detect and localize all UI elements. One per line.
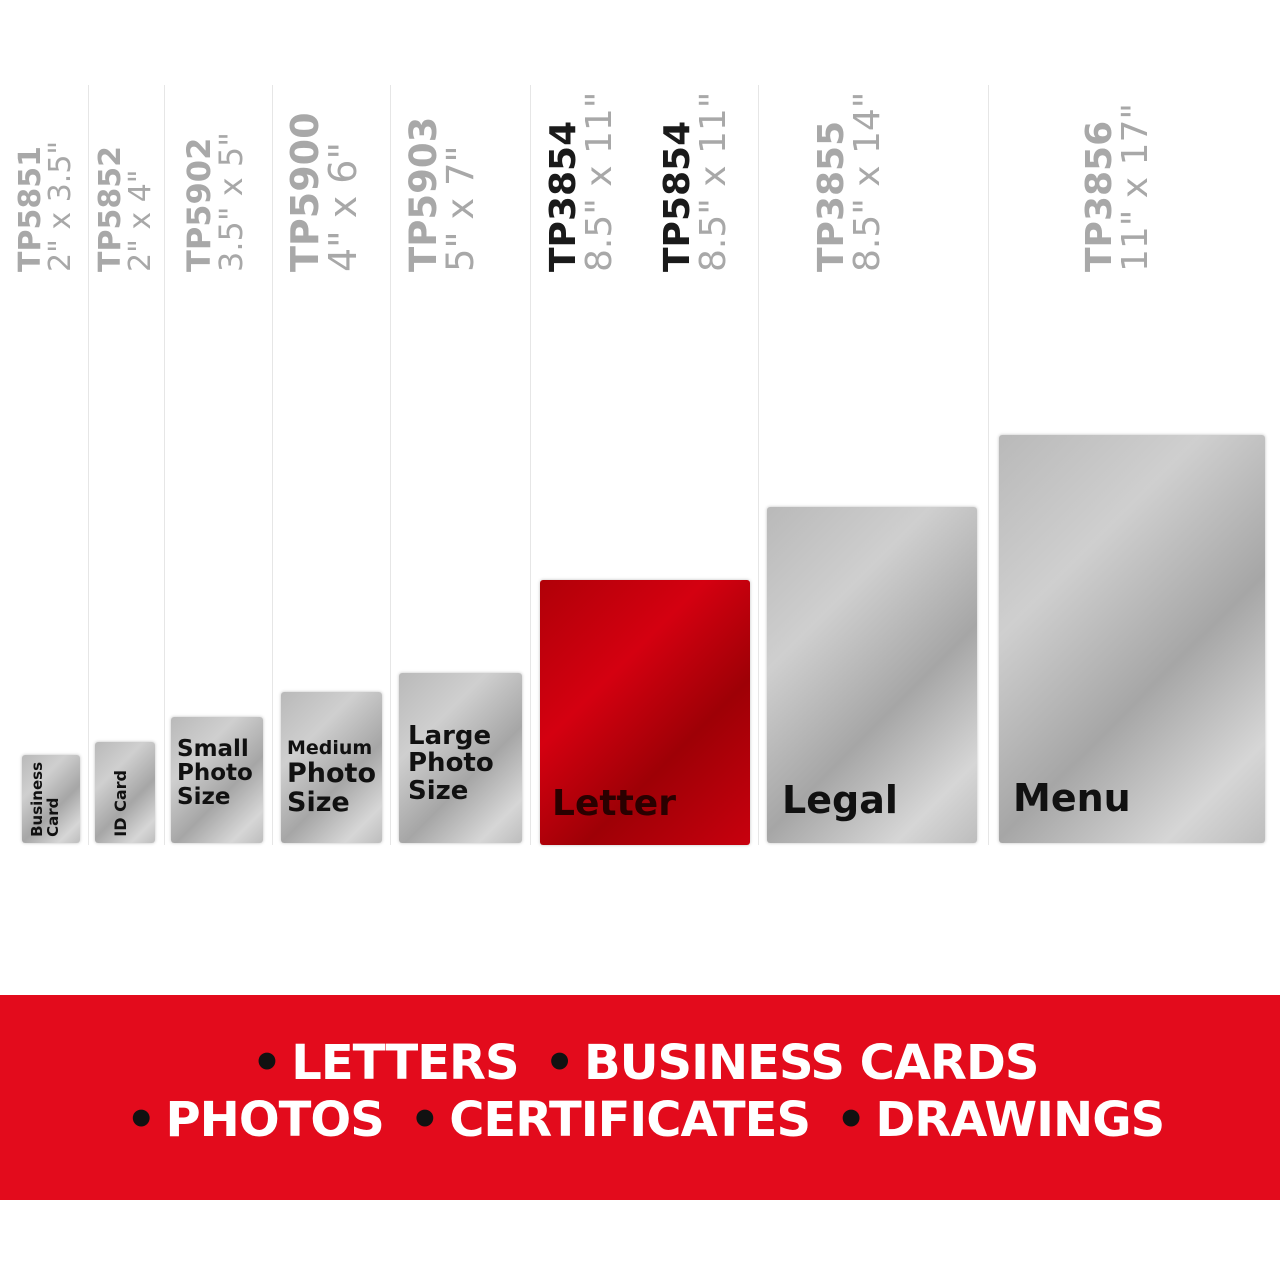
- pouch-size: 3.5" x 5": [212, 132, 250, 272]
- banner-item: PHOTOS: [165, 1092, 385, 1148]
- model-number: TP5903: [402, 116, 445, 272]
- pouch-size: 8.5" x 11": [579, 91, 620, 272]
- divider: [164, 85, 165, 845]
- pouch-small-photo: Small Photo Size: [171, 717, 263, 843]
- pouch-letter: Letter: [540, 580, 750, 845]
- pouch-size: 11" x 17": [1115, 103, 1156, 272]
- banner-item: BUSINESS CARDS: [583, 1035, 1039, 1091]
- label-tp5854: TP5854 8.5" x 11": [657, 91, 734, 272]
- model-number: TP3854: [543, 120, 584, 272]
- label-tp3855: TP3855 8.5" x 14": [811, 91, 888, 272]
- model-number: TP3855: [811, 120, 852, 272]
- divider: [988, 85, 989, 845]
- bullet-icon: •: [125, 1092, 157, 1148]
- model-number: TP5900: [283, 112, 327, 272]
- card-label: Letter: [552, 783, 676, 825]
- bullet-icon: •: [835, 1092, 867, 1148]
- banner-line-2: • PHOTOS • CERTIFICATES • DRAWINGS: [0, 1092, 1280, 1148]
- divider: [272, 85, 273, 845]
- banner-item: CERTIFICATES: [449, 1092, 811, 1148]
- card-label: Large Photo Size: [408, 721, 494, 806]
- card-label: Small Photo Size: [177, 736, 253, 811]
- pouch-id-card: ID Card: [95, 742, 155, 843]
- model-number: TP5902: [180, 137, 218, 272]
- label-tp5900: TP5900 4" x 6": [283, 85, 365, 272]
- label-tp5903: TP5903 5" x 7": [402, 90, 482, 272]
- label-tp3854: TP3854 8.5" x 11": [543, 91, 620, 272]
- pouch-medium-photo: Medium Photo Size: [281, 692, 382, 843]
- pouch-size: 4" x 6": [321, 142, 365, 272]
- pouch-menu: Menu: [999, 435, 1265, 843]
- pouch-size: 2" x 3.5": [43, 140, 78, 272]
- model-number: TP3856: [1079, 120, 1120, 272]
- pouch-size: 5" x 7": [439, 145, 482, 272]
- card-label: ID Card: [111, 770, 130, 837]
- pouch-size: 2" x 4": [123, 169, 158, 272]
- pouch-size: 8.5" x 14": [847, 91, 888, 272]
- label-tp5851: TP5851 2" x 3.5": [13, 100, 78, 272]
- banner-item: DRAWINGS: [875, 1092, 1165, 1148]
- divider: [390, 85, 391, 845]
- label-tp5852: TP5852 2" x 4": [93, 100, 158, 272]
- card-label: Menu: [1013, 776, 1131, 821]
- card-label: Legal: [782, 778, 898, 823]
- pouch-legal: Legal: [767, 507, 977, 843]
- divider: [758, 85, 759, 845]
- banner-item: LETTERS: [291, 1035, 519, 1091]
- divider: [530, 85, 531, 845]
- card-label: Medium Photo Size: [287, 737, 377, 818]
- model-number: TP5851: [13, 146, 48, 272]
- label-tp3856: TP3856 11" x 17": [1079, 95, 1156, 272]
- model-number: TP5852: [93, 146, 128, 272]
- model-number: TP5854: [657, 120, 698, 272]
- banner-line-1: • LETTERS • BUSINESS CARDS: [0, 1035, 1280, 1091]
- bullet-icon: •: [544, 1035, 575, 1091]
- bullet-icon: •: [251, 1035, 283, 1091]
- card-label: Business Card: [28, 762, 62, 837]
- pouch-large-photo: Large Photo Size: [399, 673, 522, 843]
- divider: [88, 85, 89, 845]
- label-tp5902: TP5902 3.5" x 5": [180, 100, 250, 272]
- pouch-size: 8.5" x 11": [693, 91, 734, 272]
- pouch-business-card: Business Card: [22, 755, 80, 843]
- uses-banner: • LETTERS • BUSINESS CARDS • PHOTOS • CERTIF…: [0, 995, 1280, 1200]
- bullet-icon: •: [409, 1092, 441, 1148]
